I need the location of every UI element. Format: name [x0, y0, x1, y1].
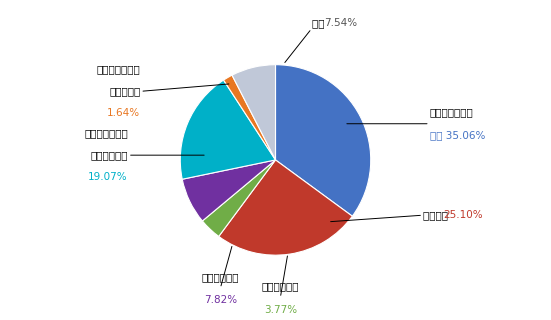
Text: 民办非企业单位: 民办非企业单位 — [96, 64, 141, 74]
Wedge shape — [180, 80, 276, 179]
Text: 外商投资企业: 外商投资企业 — [202, 272, 239, 282]
Wedge shape — [219, 160, 352, 255]
Text: 3.77%: 3.77% — [264, 305, 297, 315]
Wedge shape — [224, 75, 276, 160]
Text: 25.10%: 25.10% — [443, 210, 483, 220]
Wedge shape — [276, 65, 371, 216]
Text: 7.54%: 7.54% — [323, 19, 357, 28]
Text: 单位 35.06%: 单位 35.06% — [430, 130, 485, 140]
Text: 1.64%: 1.64% — [107, 108, 141, 118]
Text: 其他: 其他 — [312, 19, 327, 28]
Text: 其他城镇企业: 其他城镇企业 — [90, 150, 128, 160]
Text: 国家机关、事业: 国家机关、事业 — [430, 107, 473, 117]
Text: 城镇集体企业: 城镇集体企业 — [262, 282, 299, 292]
Wedge shape — [232, 65, 276, 160]
Text: 国有企业: 国有企业 — [423, 210, 451, 220]
Text: 城镇私营企业及: 城镇私营企业及 — [84, 128, 128, 138]
Text: 19.07%: 19.07% — [88, 172, 128, 182]
Text: 7.82%: 7.82% — [204, 295, 237, 305]
Wedge shape — [202, 160, 276, 236]
Text: 和社会团体: 和社会团体 — [109, 86, 141, 96]
Wedge shape — [182, 160, 276, 221]
